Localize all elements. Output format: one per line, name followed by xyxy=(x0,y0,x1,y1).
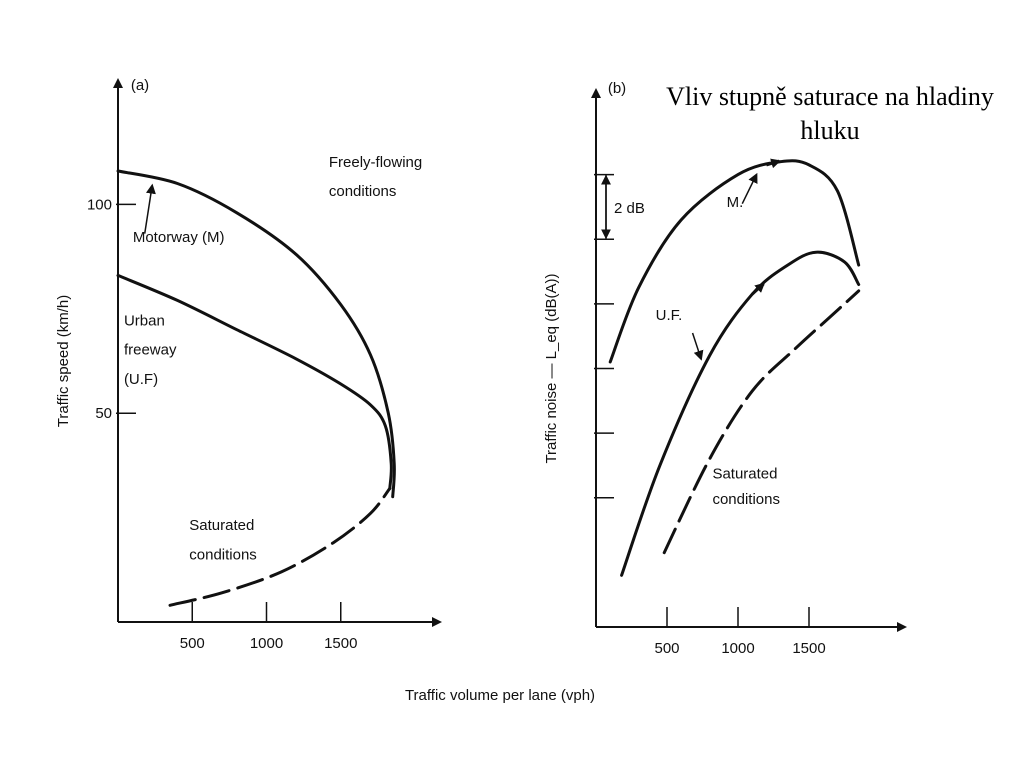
annotation-label: Saturated xyxy=(712,465,777,482)
annotation-label: Freely-flowing xyxy=(329,154,422,171)
annotation-label: conditions xyxy=(712,491,780,508)
y-tick-label: 100 xyxy=(87,196,112,213)
y-tick-label: 50 xyxy=(95,405,112,422)
annotation-label: freeway xyxy=(124,342,177,359)
annotation-label: Urban xyxy=(124,313,165,330)
bracket-label: 2 dB xyxy=(614,200,645,217)
series-line-1 xyxy=(116,169,396,499)
uf-pointer-arrow xyxy=(691,332,704,361)
series-line-3 xyxy=(168,486,392,607)
panel-b-chart: (b) Traffic noise — L_eq (dB(A)) 500 1000 15… xyxy=(543,80,907,657)
x-tick-label: 1000 xyxy=(250,635,283,652)
m-pointer-arrow xyxy=(741,172,758,205)
x-tick-label: 1500 xyxy=(792,640,825,657)
annotation-label: M. xyxy=(727,194,744,211)
annotation-label: (U.F) xyxy=(124,371,158,388)
annotation-label: U.F. xyxy=(656,307,683,324)
annotation-label: Saturated xyxy=(189,517,254,534)
m-curve-arrowhead xyxy=(765,158,782,169)
motorway-pointer-arrow xyxy=(143,183,156,234)
panel-a-chart: (a) Traffic speed (km/h) 500 1000 1500 50 100 F… xyxy=(55,77,442,652)
panel-label: (b) xyxy=(608,80,626,97)
y-axis-label: Traffic noise — L_eq (dB(A)) xyxy=(543,273,560,463)
annotation-label: conditions xyxy=(189,546,257,563)
x-tick-label: 500 xyxy=(180,635,205,652)
series-line-3 xyxy=(662,289,861,555)
uf-curve-arrowhead xyxy=(751,282,766,296)
annotation-label: conditions xyxy=(329,183,397,200)
x-tick-label: 1500 xyxy=(324,635,357,652)
y-axis-label: Traffic speed (km/h) xyxy=(55,295,72,428)
shared-x-axis-label: Traffic volume per lane (vph) xyxy=(405,687,595,704)
series-line-2 xyxy=(620,250,861,577)
annotation-label: Motorway (M) xyxy=(133,229,225,246)
series-line-1 xyxy=(608,159,861,364)
slide-title: Vliv stupně saturace na hladiny hluku xyxy=(666,82,994,145)
series-line-2 xyxy=(116,273,393,490)
x-tick-label: 500 xyxy=(654,640,679,657)
x-tick-label: 1000 xyxy=(721,640,754,657)
panel-label: (a) xyxy=(131,77,149,94)
